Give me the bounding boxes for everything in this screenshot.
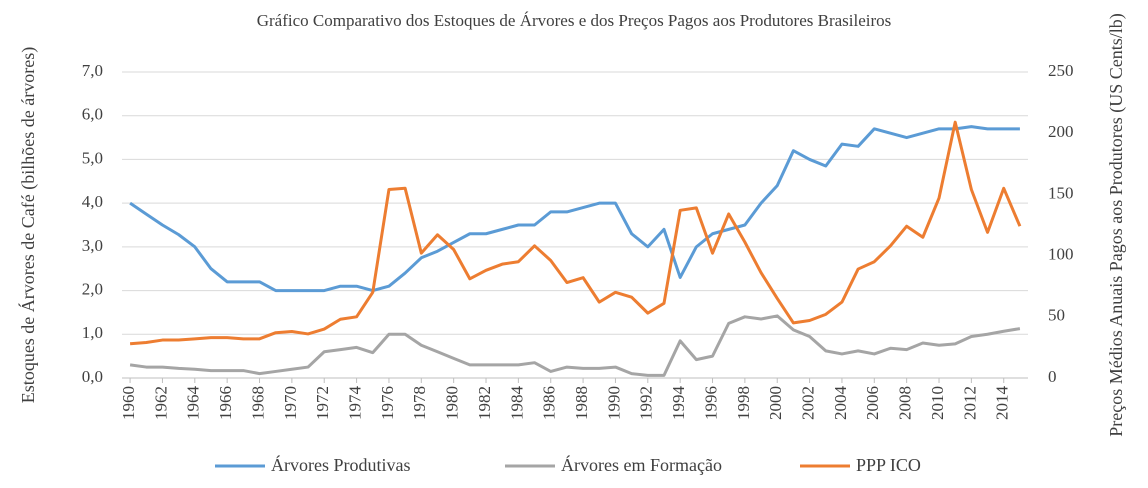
x-tick-label: 1982 [475, 386, 494, 420]
x-tick-label: 1968 [248, 386, 267, 420]
series-line [129, 120, 1022, 346]
chart-title: Gráfico Comparativo dos Estoques de Árvo… [257, 11, 892, 30]
x-tick-label: 1960 [119, 386, 138, 420]
x-tick-label: 2012 [960, 386, 979, 420]
y-axis-title: Estoques de Árvores de Café (bilhões de … [17, 47, 39, 403]
y-tick-label: 7,0 [82, 61, 103, 80]
x-tick-label: 1978 [410, 386, 429, 420]
series-line [129, 314, 1021, 377]
y-tick-label: 6,0 [82, 105, 103, 124]
x-tick-label: 1964 [184, 386, 203, 421]
x-tick-label: 2014 [993, 386, 1012, 421]
x-tick-label: 2010 [928, 386, 947, 420]
x-tick-label: 1974 [345, 386, 364, 421]
y-tick-label: 5,0 [82, 148, 103, 167]
y2-tick-label: 150 [1048, 183, 1074, 202]
x-tick-label: 2004 [831, 386, 850, 421]
y-tick-label: 1,0 [82, 323, 103, 342]
legend-label: PPP ICO [856, 455, 921, 475]
y2-tick-label: 50 [1048, 306, 1065, 325]
y-tick-label: 2,0 [82, 279, 103, 298]
y-tick-label: 4,0 [82, 192, 103, 211]
x-tick-label: 1998 [734, 386, 753, 420]
y2-tick-label: 100 [1048, 245, 1074, 264]
x-tick-label: 1996 [701, 386, 720, 420]
x-tick-label: 2000 [766, 386, 785, 420]
legend-label: Árvores em Formação [561, 454, 722, 475]
x-tick-label: 2008 [896, 386, 915, 420]
x-tick-label: 1986 [540, 386, 559, 420]
x-tick-label: 1970 [281, 386, 300, 420]
y2-tick-label: 250 [1048, 61, 1074, 80]
x-tick-label: 1984 [507, 386, 526, 421]
x-tick-label: 2006 [863, 386, 882, 420]
x-tick-label: 1992 [637, 386, 656, 420]
x-tick-label: 2002 [798, 386, 817, 420]
x-tick-label: 1962 [151, 386, 170, 420]
y-tick-label: 0,0 [82, 367, 103, 386]
x-tick-label: 1980 [443, 386, 462, 420]
series-line [129, 125, 1020, 293]
x-tick-label: 1976 [378, 386, 397, 420]
y2-tick-label: 200 [1048, 122, 1074, 141]
y2-tick-label: 0 [1048, 367, 1057, 386]
x-tick-label: 1994 [669, 386, 688, 421]
x-tick-label: 1988 [572, 386, 591, 420]
y-tick-label: 3,0 [82, 236, 103, 255]
legend-label: Árvores Produtivas [271, 454, 410, 475]
x-tick-label: 1990 [604, 386, 623, 420]
x-tick-label: 1966 [216, 386, 235, 420]
x-tick-label: 1972 [313, 386, 332, 420]
y2-axis-title: Preços Médios Anuais Pagos aos Produtore… [1106, 13, 1127, 436]
